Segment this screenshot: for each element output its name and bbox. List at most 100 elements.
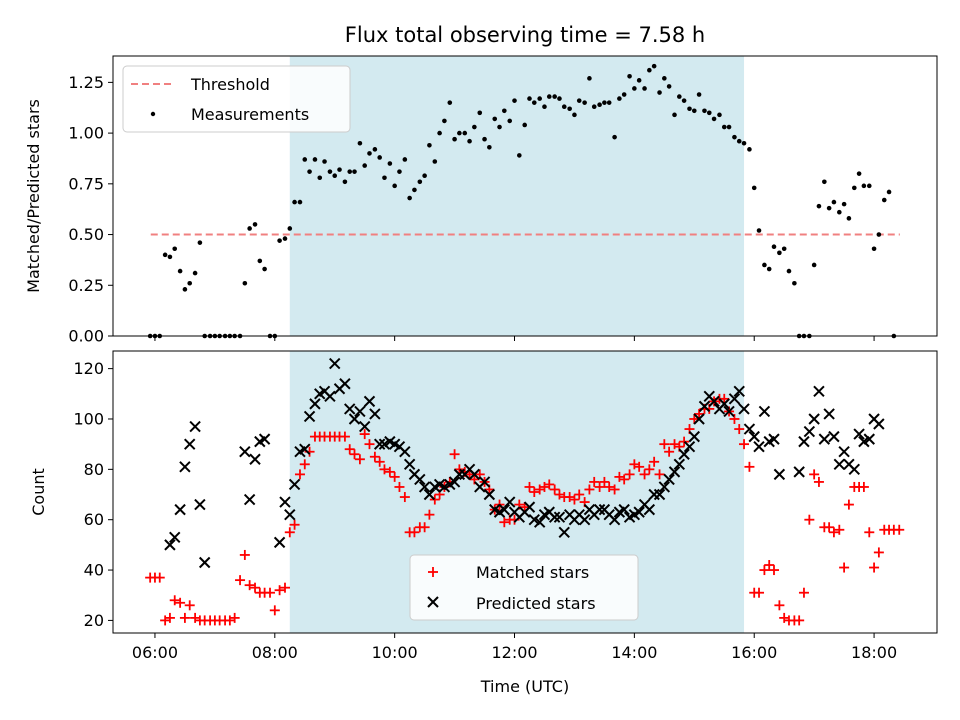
measurement-point xyxy=(666,84,672,89)
matched-marker xyxy=(299,459,310,470)
predicted-marker xyxy=(688,430,701,443)
predicted-marker-b xyxy=(478,476,491,488)
predicted-marker-b xyxy=(299,443,311,455)
top-y-ticks: 0.00 0.25 0.50 0.75 1.00 1.25 xyxy=(68,73,113,346)
predicted-marker xyxy=(354,405,366,418)
measurement-point xyxy=(627,73,632,79)
matched-marker xyxy=(279,582,290,593)
matched-marker xyxy=(719,393,730,404)
predicted-marker xyxy=(483,488,496,501)
matched-marker xyxy=(759,565,770,576)
matched-marker xyxy=(589,476,600,487)
measurement-point xyxy=(382,175,387,181)
predicted-marker xyxy=(813,385,825,397)
matched-marker xyxy=(843,499,854,510)
matched-marker xyxy=(250,582,261,593)
predicted-marker-b xyxy=(528,513,540,526)
measurements-legend-swatch xyxy=(150,111,156,117)
predicted-marker-b xyxy=(399,446,411,458)
predicted-marker xyxy=(793,466,805,478)
measurement-point xyxy=(881,197,887,203)
measurement-point xyxy=(597,102,602,107)
measurement-point xyxy=(322,159,327,164)
predicted-marker xyxy=(633,506,645,518)
measurement-point xyxy=(762,262,767,268)
y-tick-label: 20 xyxy=(84,611,104,630)
measurement-point xyxy=(736,138,742,144)
matched-marker xyxy=(339,431,350,442)
predicted-marker-b xyxy=(174,503,186,516)
measurement-point xyxy=(472,124,477,130)
predicted-marker-b xyxy=(358,420,371,433)
predicted-marker-b xyxy=(818,433,831,445)
predicted-marker xyxy=(743,423,756,435)
predicted-marker-b xyxy=(179,461,191,473)
measurement-point xyxy=(751,185,757,191)
predicted-marker-b xyxy=(663,473,675,486)
matched-marker xyxy=(634,461,645,472)
measurement-point xyxy=(447,100,453,105)
predicted-marker xyxy=(363,395,376,408)
measurement-point xyxy=(407,195,412,201)
measurement-point xyxy=(837,209,842,215)
matched-marker xyxy=(869,562,880,573)
measurement-point xyxy=(811,262,817,268)
predicted-marker-b xyxy=(448,476,461,488)
predicted-marker xyxy=(548,511,561,523)
measurement-point xyxy=(437,130,442,136)
matched-marker xyxy=(584,484,595,495)
predicted-marker xyxy=(194,498,206,511)
bottom-legend: Matched stars Predicted stars xyxy=(409,554,639,621)
top-observing-window xyxy=(289,56,745,336)
matched-marker xyxy=(349,449,360,460)
predicted-marker xyxy=(753,440,765,453)
predicted-marker-b xyxy=(388,438,401,450)
matched-legend-marker xyxy=(428,567,438,577)
predicted-marker-b xyxy=(683,440,696,453)
predicted-marker xyxy=(848,463,861,476)
measurement-point xyxy=(582,100,587,105)
predicted-marker xyxy=(339,378,351,390)
top-legend: Threshold Measurements xyxy=(122,65,351,133)
matched-marker xyxy=(519,502,530,513)
x-tick-label: 10:00 xyxy=(372,643,418,662)
predicted-marker-b xyxy=(414,473,426,486)
predicted-marker-b xyxy=(688,430,701,443)
measurement-point xyxy=(352,169,357,174)
chart-title: Flux total observing time = 7.58 h xyxy=(345,23,705,47)
predicted-marker-b xyxy=(198,556,211,569)
predicted-marker xyxy=(838,446,850,458)
matched-marker xyxy=(873,547,884,558)
measurement-point xyxy=(572,112,577,118)
predicted-marker xyxy=(309,398,321,410)
predicted-marker xyxy=(498,503,511,516)
matched-marker xyxy=(664,446,675,457)
measurement-point xyxy=(422,173,427,179)
predicted-marker xyxy=(288,478,301,491)
predicted-marker xyxy=(468,468,481,481)
measurement-point xyxy=(357,140,363,146)
matched-marker xyxy=(160,615,171,626)
measurement-point xyxy=(747,147,752,152)
measurement-point xyxy=(247,226,252,231)
predicted-marker-b xyxy=(808,413,820,425)
predicted-marker xyxy=(618,503,630,516)
measurement-point xyxy=(587,76,592,81)
measurement-point xyxy=(337,167,342,172)
matched-marker xyxy=(294,469,305,480)
measurement-point xyxy=(531,100,537,105)
predicted-marker xyxy=(733,385,745,397)
matched-marker xyxy=(244,580,255,591)
predicted-marker xyxy=(828,430,840,443)
matched-marker xyxy=(619,474,630,485)
bottom-legend-box xyxy=(409,554,639,621)
predicted-marker xyxy=(768,433,780,445)
matched-marker xyxy=(359,429,370,440)
y-tick-label: 1.25 xyxy=(68,73,104,92)
predicted-marker-b xyxy=(273,536,286,549)
predicted-marker-b xyxy=(828,430,840,443)
measurement-point xyxy=(522,122,528,128)
predicted-marker-b xyxy=(673,458,686,471)
measurement-point xyxy=(302,157,308,162)
